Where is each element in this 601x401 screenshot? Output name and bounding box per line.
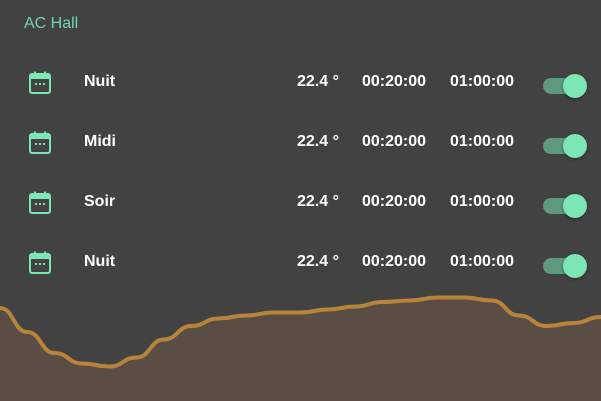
toggle-knob xyxy=(563,254,587,278)
schedule-duration: 01:00:00 xyxy=(450,73,515,90)
calendar-icon xyxy=(29,251,51,274)
schedule-toggle[interactable] xyxy=(543,74,587,98)
schedule-temperature: 22.4 ° xyxy=(297,253,339,270)
schedule-start: 00:20:00 xyxy=(362,193,427,210)
schedule-name: Midi xyxy=(84,133,116,150)
schedule-name: Nuit xyxy=(84,73,116,90)
schedule-row[interactable]: Nuit 22.4 ° 00:20:00 01:00:00 xyxy=(0,62,601,102)
toggle-knob xyxy=(563,194,587,218)
toggle-knob xyxy=(563,74,587,98)
history-area xyxy=(0,297,601,401)
schedule-toggle[interactable] xyxy=(543,134,587,158)
schedule-start: 00:20:00 xyxy=(362,73,427,90)
schedule-temperature: 22.4 ° xyxy=(297,193,339,210)
history-line xyxy=(0,295,601,369)
schedule-duration: 01:00:00 xyxy=(450,133,515,150)
schedule-toggle[interactable] xyxy=(543,254,587,278)
calendar-icon xyxy=(29,131,51,154)
schedule-start: 00:20:00 xyxy=(362,133,427,150)
schedule-row[interactable]: Midi 22.4 ° 00:20:00 01:00:00 xyxy=(0,122,601,162)
schedule-name: Nuit xyxy=(84,253,116,270)
schedule-toggle[interactable] xyxy=(543,194,587,218)
schedule-duration: 01:00:00 xyxy=(450,253,515,270)
schedule-duration: 01:00:00 xyxy=(450,193,515,210)
schedule-temperature: 22.4 ° xyxy=(297,73,339,90)
toggle-knob xyxy=(563,134,587,158)
card-title: AC Hall xyxy=(24,15,79,32)
calendar-icon xyxy=(29,71,51,94)
schedule-row[interactable]: Nuit 22.4 ° 00:20:00 01:00:00 xyxy=(0,242,601,282)
calendar-icon xyxy=(29,191,51,214)
schedule-temperature: 22.4 ° xyxy=(297,133,339,150)
schedule-row[interactable]: Soir 22.4 ° 00:20:00 01:00:00 xyxy=(0,182,601,222)
schedule-start: 00:20:00 xyxy=(362,253,427,270)
schedule-name: Soir xyxy=(84,193,116,210)
